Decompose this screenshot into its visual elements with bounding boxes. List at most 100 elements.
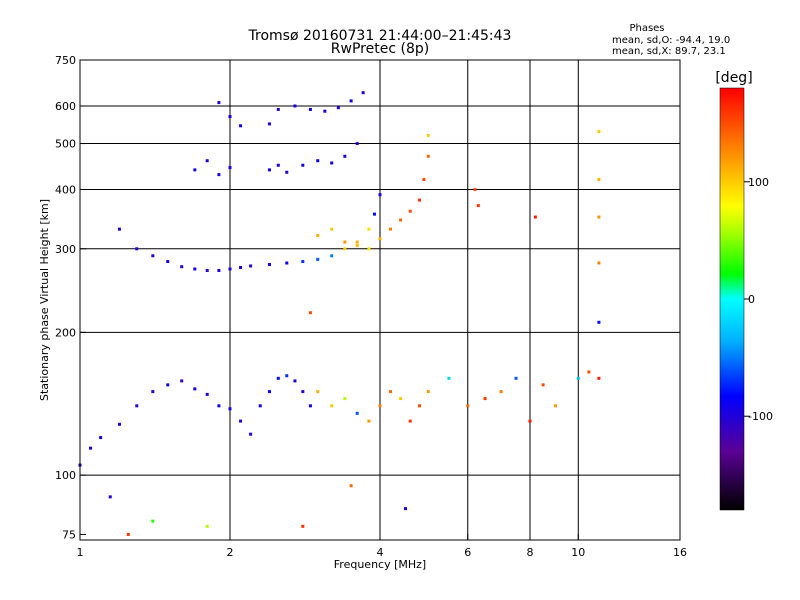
echo-point	[301, 524, 305, 528]
echo-point	[373, 212, 377, 216]
echo-point	[166, 260, 170, 264]
echo-point	[349, 484, 353, 488]
echo-point	[126, 532, 130, 536]
echo-point	[267, 390, 271, 394]
echo-point	[323, 109, 327, 113]
echo-point	[135, 247, 139, 251]
echo-point	[399, 397, 403, 401]
echo-point	[447, 376, 451, 380]
echo-point	[316, 159, 320, 163]
colorbar-tick-label: 0	[748, 293, 755, 306]
echo-point	[597, 376, 601, 380]
echo-point	[597, 215, 601, 219]
echo-point	[228, 115, 232, 119]
echo-point	[408, 209, 412, 213]
echo-point	[343, 154, 347, 158]
echo-point	[293, 104, 297, 108]
echo-point	[267, 122, 271, 126]
echo-point	[228, 267, 232, 271]
echo-point	[378, 193, 382, 197]
colorbar-tick-label: -100	[748, 410, 773, 423]
echo-point	[336, 106, 340, 110]
echo-point	[276, 376, 280, 380]
echo-point	[343, 247, 347, 251]
x-tick-label: 10	[571, 546, 585, 559]
echo-point	[267, 262, 271, 266]
x-tick-label: 6	[464, 546, 471, 559]
x-tick-label: 16	[673, 546, 687, 559]
echo-point	[355, 411, 359, 415]
echo-point	[89, 446, 93, 450]
echo-point	[473, 188, 477, 192]
echo-point	[217, 269, 221, 273]
phase-stats-header: Phases	[629, 23, 664, 34]
echo-point	[361, 91, 365, 95]
echo-point	[193, 387, 197, 391]
echo-point	[117, 422, 121, 426]
echo-point	[285, 170, 289, 174]
echo-point	[426, 154, 430, 158]
echo-point	[267, 168, 271, 172]
echo-point	[417, 198, 421, 202]
echo-point	[597, 261, 601, 265]
chart-title: Tromsø 20160731 21:44:00–21:45:43	[248, 28, 512, 44]
echo-point	[343, 240, 347, 244]
y-tick-label: 200	[55, 326, 76, 339]
echo-point	[308, 311, 312, 315]
echo-point	[239, 124, 243, 128]
x-tick-label: 2	[227, 546, 234, 559]
echo-point	[367, 419, 371, 423]
grid-lines	[80, 60, 680, 540]
echo-point	[367, 227, 371, 231]
echo-point	[403, 507, 407, 511]
y-tick-label: 600	[55, 100, 76, 113]
echo-point	[228, 166, 232, 170]
echo-point	[316, 390, 320, 394]
phase-stats-x: mean, sd,X: 89.7, 23.1	[612, 46, 726, 57]
x-tick-label: 8	[527, 546, 534, 559]
echo-point	[476, 204, 480, 208]
echo-point	[355, 240, 359, 244]
phase-stats-o: mean, sd,O: -94.4, 19.0	[612, 35, 730, 46]
echo-point	[367, 247, 371, 251]
echo-point	[355, 243, 359, 247]
echo-point	[541, 383, 545, 387]
x-axis-label: Frequency [MHz]	[334, 558, 426, 571]
echo-point	[330, 404, 334, 408]
echo-point	[217, 173, 221, 177]
y-axis-label: Stationary phase Virtual Height [km]	[38, 199, 51, 401]
echo-point	[180, 265, 184, 269]
x-tick-label: 1	[77, 546, 84, 559]
echo-point	[205, 392, 209, 396]
echo-point	[308, 107, 312, 111]
echo-point	[285, 261, 289, 265]
echo-point	[316, 233, 320, 237]
echo-point	[399, 218, 403, 222]
echo-point	[316, 257, 320, 261]
colorbar	[719, 87, 745, 511]
echo-point	[276, 107, 280, 111]
echo-point	[389, 390, 393, 394]
echo-point	[205, 524, 209, 528]
echo-point	[483, 397, 487, 401]
echo-point	[378, 404, 382, 408]
echo-point	[597, 177, 601, 181]
echo-point	[151, 390, 155, 394]
echo-point	[276, 163, 280, 167]
echo-point	[108, 495, 112, 499]
echo-point	[389, 227, 393, 231]
echo-point	[180, 379, 184, 383]
axis-ticks: 1 2 4 6 8 10 16 75 100 200 300 400 500 600 750	[55, 54, 687, 559]
echo-point	[597, 320, 601, 324]
echo-point	[466, 404, 470, 408]
echo-point	[205, 269, 209, 273]
y-tick-label: 400	[55, 184, 76, 197]
y-tick-label: 100	[55, 469, 76, 482]
echo-point	[426, 390, 430, 394]
chart-subtitle: RwPretec (8p)	[331, 41, 429, 57]
echo-point	[151, 254, 155, 258]
echo-point	[553, 404, 557, 408]
echo-point	[514, 376, 518, 380]
echo-point	[499, 390, 503, 394]
